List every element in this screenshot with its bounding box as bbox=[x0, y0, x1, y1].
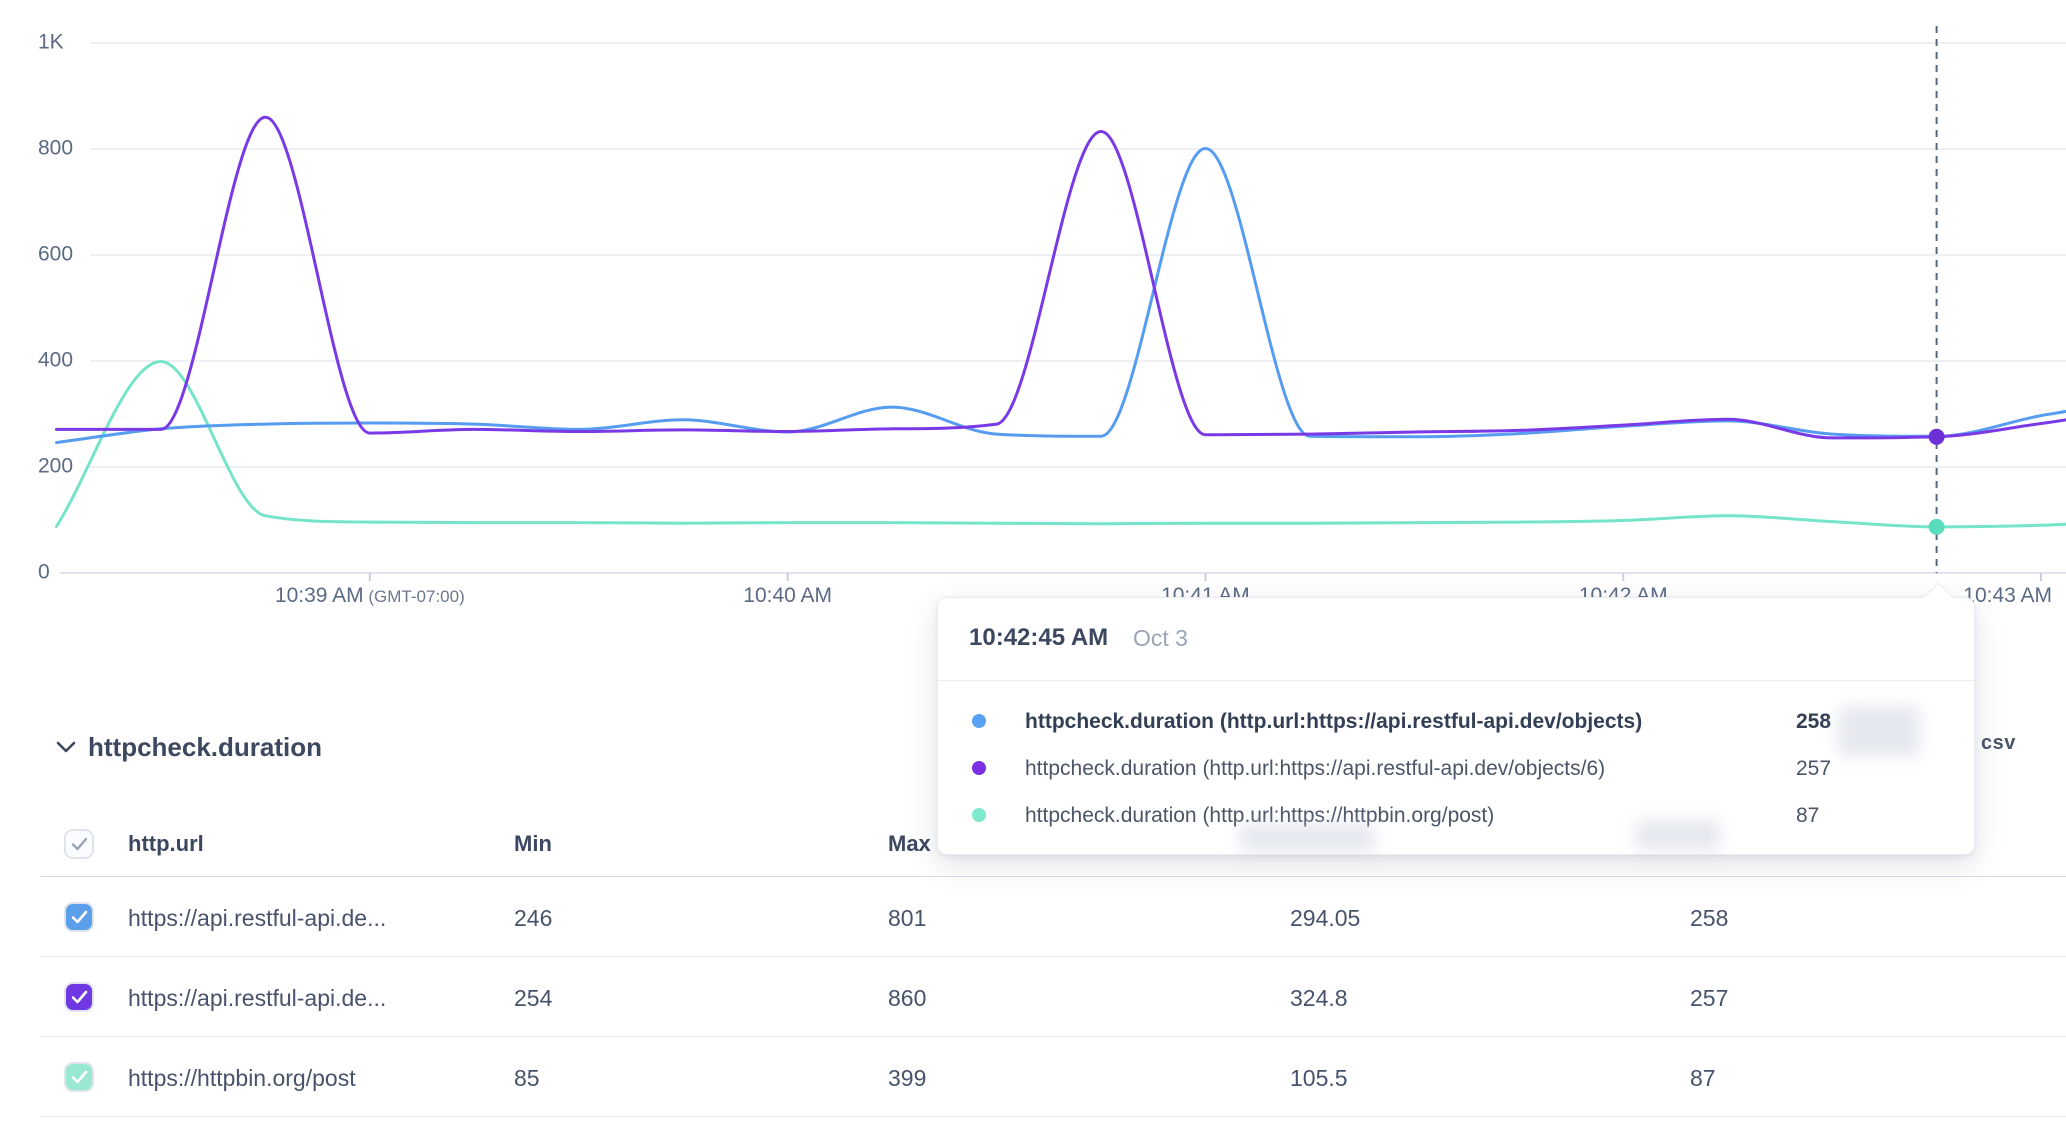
cell-latest: 258 bbox=[1690, 905, 1729, 931]
x-axis-tick-label: 10:43 AM bbox=[1963, 584, 2052, 607]
checkmark-icon bbox=[71, 1070, 87, 1084]
cell-max: 801 bbox=[888, 905, 927, 931]
tooltip-row: httpcheck.duration (http.url:https://api… bbox=[938, 744, 1974, 791]
y-axis-tick-label: 400 bbox=[38, 349, 73, 372]
cell-url: https://httpbin.org/post bbox=[128, 1065, 356, 1091]
tooltip-row-label: httpcheck.duration (http.url:https://api… bbox=[1025, 757, 1606, 780]
series-path-1 bbox=[55, 115, 2066, 440]
cell-latest: 87 bbox=[1690, 1065, 1716, 1091]
redaction-blur bbox=[1636, 820, 1720, 850]
x-axis-tick-label: 10:39 AM (GMT-07:00) bbox=[275, 584, 465, 607]
cell-max: 860 bbox=[888, 985, 927, 1011]
y-axis-tick-label: 800 bbox=[38, 137, 73, 160]
section-title: httpcheck.duration bbox=[88, 731, 323, 762]
redaction-blur bbox=[1838, 706, 1920, 756]
chart-canvas[interactable]: 1K 800 600 400 200 0 10:39 AM (GMT-07:00) 10:40… bbox=[0, 0, 2066, 620]
y-axis-tick-label: 600 bbox=[38, 243, 73, 266]
cell-avg: 324.8 bbox=[1290, 985, 1348, 1011]
section-header[interactable]: httpcheck.duration bbox=[56, 729, 322, 765]
y-axis-tick-label: 0 bbox=[38, 561, 50, 584]
divider bbox=[40, 1116, 2066, 1117]
tooltip-date: Oct 3 bbox=[1133, 625, 1188, 651]
series-path-0 bbox=[55, 147, 2066, 445]
chevron-down-icon[interactable] bbox=[56, 740, 76, 754]
cell-avg: 294.05 bbox=[1290, 905, 1361, 931]
series-dot-icon bbox=[972, 714, 986, 728]
y-axis-tick-label: 200 bbox=[38, 455, 73, 478]
row-checkbox[interactable] bbox=[64, 982, 94, 1012]
tooltip-row-value: 257 bbox=[1796, 757, 1832, 780]
select-all-checkbox[interactable] bbox=[64, 829, 94, 859]
divider bbox=[40, 876, 2066, 877]
row-checkbox[interactable] bbox=[64, 1062, 94, 1092]
column-header-max[interactable]: Max bbox=[888, 831, 931, 856]
divider bbox=[40, 1036, 2066, 1037]
chart-tooltip: 10:42:45 AM Oct 3 httpcheck.duration (ht… bbox=[937, 582, 1975, 855]
checkmark-icon bbox=[71, 990, 87, 1004]
cell-url: https://api.restful-api.de... bbox=[128, 985, 387, 1011]
series-dot-icon bbox=[972, 761, 986, 775]
tooltip-row-value: 87 bbox=[1796, 804, 1820, 827]
cell-min: 85 bbox=[514, 1065, 540, 1091]
cell-max: 399 bbox=[888, 1065, 927, 1091]
tooltip-time: 10:42:45 AM bbox=[969, 624, 1109, 651]
csv-export-button[interactable]: csv bbox=[1981, 732, 2016, 754]
tooltip-row: httpcheck.duration (http.url:https://api… bbox=[938, 697, 1974, 744]
cell-min: 246 bbox=[514, 905, 553, 931]
column-header-url[interactable]: http.url bbox=[128, 831, 204, 856]
series-dot-icon bbox=[972, 808, 986, 822]
y-axis-tick-label: 1K bbox=[38, 31, 64, 54]
checkmark-icon bbox=[71, 837, 87, 851]
tooltip-row-value: 258 bbox=[1796, 710, 1832, 733]
tooltip-row: httpcheck.duration (http.url:https://htt… bbox=[938, 791, 1974, 838]
divider bbox=[938, 680, 1974, 681]
checkmark-icon bbox=[71, 910, 87, 924]
series-path-2 bbox=[55, 360, 2066, 529]
cursor-dot bbox=[1928, 428, 1945, 445]
cell-latest: 257 bbox=[1690, 985, 1729, 1011]
cursor-dot bbox=[1928, 518, 1945, 535]
cell-avg: 105.5 bbox=[1290, 1065, 1348, 1091]
redaction-blur bbox=[1240, 824, 1375, 852]
divider bbox=[40, 956, 2066, 957]
column-header-min[interactable]: Min bbox=[514, 831, 552, 856]
tooltip-row-label: httpcheck.duration (http.url:https://htt… bbox=[1025, 804, 1495, 827]
cell-url: https://api.restful-api.de... bbox=[128, 905, 387, 931]
cell-min: 254 bbox=[514, 985, 553, 1011]
tooltip-row-label: httpcheck.duration (http.url:https://api… bbox=[1025, 710, 1643, 733]
tooltip-header: 10:42:45 AM Oct 3 bbox=[938, 598, 1974, 680]
x-axis-tick-label: 10:40 AM bbox=[743, 584, 832, 607]
row-checkbox[interactable] bbox=[64, 902, 94, 932]
